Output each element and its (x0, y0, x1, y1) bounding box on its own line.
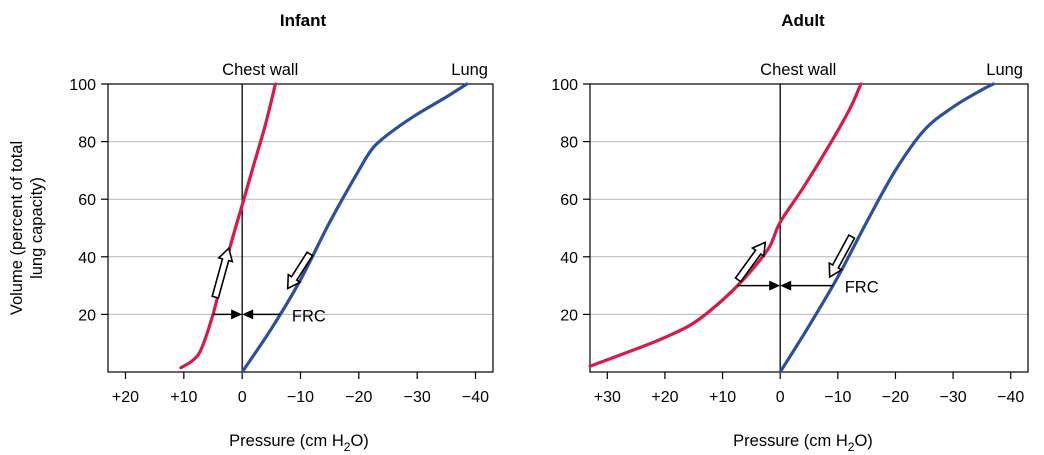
infant-chest-wall-label: Chest wall (222, 61, 298, 79)
infant-y-axis-label-line2: lung capacity) (28, 177, 46, 279)
infant-chest-wall-curve (179, 82, 277, 370)
adult-y-tick-label: 100 (551, 77, 578, 94)
adult-x-tick-label: 0 (776, 389, 785, 406)
infant-y-tick-label: 40 (78, 250, 96, 267)
adult-x-tick-label: +10 (709, 389, 736, 406)
adult-x-tick-label: −40 (997, 389, 1024, 406)
adult-x-axis-label-main: Pressure (cm H (733, 432, 848, 450)
adult-plot-frame (589, 83, 1029, 373)
adult-lung-direction-arrow (828, 234, 856, 279)
infant-x-axis-label-end: O) (350, 432, 368, 450)
adult-x-tick-label: +20 (651, 389, 678, 406)
infant-lung-curve (240, 82, 469, 374)
infant-x-tick-label: −10 (287, 389, 314, 406)
infant-frc-arrow-right-head (242, 309, 254, 320)
infant-x-tick-label: 0 (238, 389, 247, 406)
infant-x-tick-label: −20 (345, 389, 372, 406)
infant-y-tick-label: 80 (78, 135, 96, 152)
adult-x-tick-label: −20 (882, 389, 909, 406)
infant-x-tick-label: −40 (462, 389, 489, 406)
infant-x-axis-label: Pressure (cm H2O) (229, 432, 369, 454)
adult-x-axis-label: Pressure (cm H2O) (733, 432, 873, 454)
adult-x-axis-label-end: O) (854, 432, 872, 450)
adult-x-tick-label: −10 (824, 389, 851, 406)
infant-x-axis-label-main: Pressure (cm H (229, 432, 344, 450)
infant-x-tick-label: +10 (170, 389, 197, 406)
infant-x-tick-label: −30 (404, 389, 431, 406)
adult-y-tick-label: 20 (560, 307, 578, 324)
adult-x-tick-label: −30 (940, 389, 967, 406)
adult-chest-wall-curve (588, 82, 863, 368)
infant-x-tick-label: +20 (112, 389, 139, 406)
adult-chest-wall-direction-arrow (734, 241, 767, 283)
infant-x-axis-label-sub: 2 (344, 440, 351, 454)
infant-y-tick-label: 100 (69, 77, 96, 94)
infant-y-tick-label: 20 (78, 307, 96, 324)
infant-y-axis-label-line1: Volume (percent of total (8, 141, 26, 315)
adult-frc-arrow-left-head (769, 280, 781, 291)
adult-x-axis-label-sub: 2 (848, 440, 855, 454)
infant-chart: Infant Volume (percent of total lung cap… (8, 11, 494, 454)
adult-frc-label: FRC (845, 279, 879, 297)
adult-y-tick-label: 40 (560, 250, 578, 267)
adult-x-tick-label: +30 (594, 389, 621, 406)
infant-frc-label: FRC (292, 307, 326, 325)
infant-lung-label: Lung (451, 61, 488, 79)
infant-chart-title: Infant (280, 11, 327, 30)
adult-chest-wall-label: Chest wall (760, 61, 836, 79)
infant-plot-frame (107, 83, 494, 373)
infant-chest-wall-direction-arrow (211, 246, 234, 299)
adult-lung-curve (778, 82, 995, 374)
adult-lung-label: Lung (986, 61, 1023, 79)
adult-y-tick-label: 80 (560, 135, 578, 152)
infant-frc-arrow-left-head (231, 309, 243, 320)
adult-frc-arrow-right-head (780, 280, 792, 291)
infant-y-tick-label: 60 (78, 192, 96, 209)
adult-y-tick-label: 60 (560, 192, 578, 209)
adult-chart-title: Adult (781, 11, 825, 30)
infant-lung-direction-arrow (286, 251, 314, 290)
